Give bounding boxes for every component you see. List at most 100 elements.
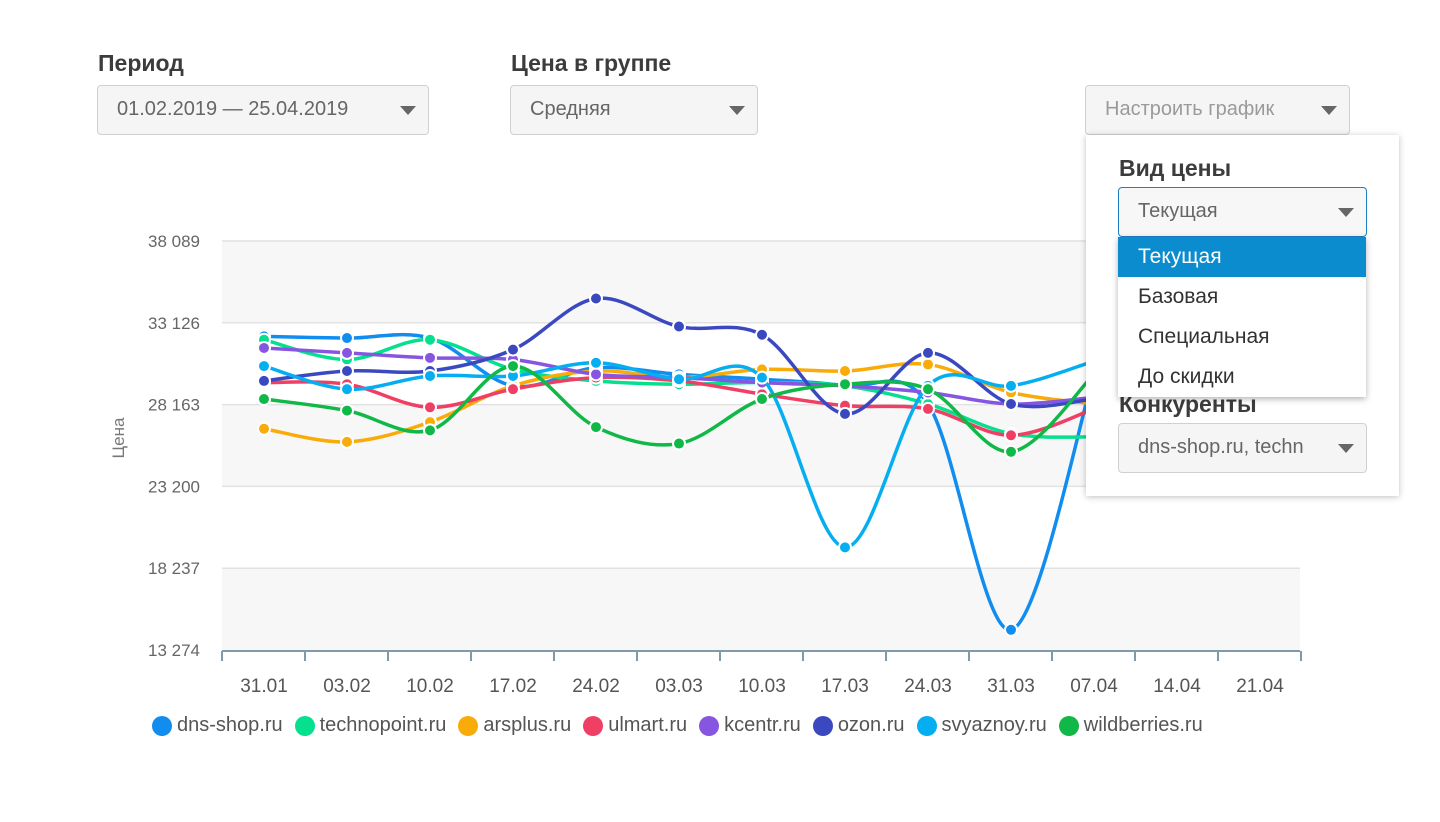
- price-type-option-special[interactable]: Специальная: [1138, 325, 1270, 348]
- legend-label: technopoint.ru: [319, 714, 447, 736]
- data-point[interactable]: [340, 403, 354, 418]
- data-point[interactable]: [755, 392, 769, 407]
- data-point[interactable]: [257, 421, 271, 436]
- price-type-select[interactable]: Текущая: [1118, 187, 1367, 237]
- data-point[interactable]: [340, 345, 354, 360]
- x-tick-label: 07.04: [1070, 676, 1118, 697]
- legend-label: svyaznoy.ru: [941, 714, 1047, 736]
- chevron-down-icon: [400, 106, 416, 115]
- x-tick-label: 03.02: [323, 676, 371, 697]
- series-svyaznoy-ru: [257, 354, 1101, 555]
- configure-chart-label: Настроить график: [1105, 98, 1275, 120]
- legend-dot-icon: [583, 715, 604, 736]
- legend-dot-icon: [1058, 715, 1079, 736]
- y-axis-label: Цена: [109, 417, 128, 458]
- price-type-option-before-discount[interactable]: До скидки: [1138, 365, 1235, 388]
- data-point[interactable]: [257, 359, 271, 374]
- legend-label: wildberries.ru: [1083, 714, 1203, 736]
- data-point[interactable]: [423, 332, 437, 347]
- x-axis: 31.01 03.02 10.02 17.02 24.02 03.03 10.03 17.03…: [221, 650, 1302, 697]
- period-label: Период: [98, 50, 184, 76]
- plot-band-bottom: [222, 568, 1300, 650]
- y-tick-label: 33 126: [148, 314, 200, 333]
- series-lines: [257, 291, 1101, 637]
- legend-item[interactable]: svyaznoy.ru: [916, 714, 1047, 737]
- data-point[interactable]: [755, 327, 769, 342]
- x-tick-label: 31.01: [240, 676, 288, 697]
- data-point[interactable]: [423, 423, 437, 438]
- chevron-down-icon: [1338, 208, 1354, 217]
- legend-item[interactable]: kcentr.ru: [699, 714, 801, 737]
- data-point[interactable]: [672, 372, 686, 387]
- data-point[interactable]: [340, 364, 354, 379]
- group-price-select[interactable]: Средняя: [510, 85, 758, 135]
- data-point[interactable]: [1004, 396, 1018, 411]
- legend-dot-icon: [152, 715, 172, 736]
- data-point[interactable]: [1004, 622, 1018, 637]
- data-point[interactable]: [921, 345, 935, 360]
- price-type-value: Текущая: [1138, 200, 1218, 222]
- data-point[interactable]: [506, 359, 520, 374]
- data-point[interactable]: [506, 382, 520, 397]
- legend-item[interactable]: wildberries.ru: [1058, 714, 1203, 737]
- legend-dot-icon: [699, 715, 720, 736]
- data-point[interactable]: [340, 434, 354, 449]
- period-value: 01.02.2019 — 25.04.2019: [117, 98, 349, 120]
- data-point[interactable]: [672, 436, 686, 451]
- price-type-dropdown: Текущая Базовая Специальная До скидки: [1118, 237, 1366, 397]
- competitors-select[interactable]: dns-shop.ru, techn: [1118, 423, 1367, 473]
- legend-label: dns-shop.ru: [177, 714, 283, 736]
- data-point[interactable]: [1004, 428, 1018, 443]
- y-tick-label: 28 163: [148, 396, 200, 415]
- data-point[interactable]: [257, 392, 271, 407]
- data-point[interactable]: [340, 382, 354, 397]
- price-type-option-base[interactable]: Базовая: [1138, 285, 1219, 308]
- legend-item[interactable]: dns-shop.ru: [152, 714, 283, 737]
- data-point[interactable]: [838, 377, 852, 392]
- x-tick-label: 14.04: [1153, 676, 1201, 697]
- data-point[interactable]: [921, 382, 935, 397]
- data-point[interactable]: [672, 319, 686, 334]
- data-point[interactable]: [423, 350, 437, 365]
- data-point[interactable]: [506, 342, 520, 357]
- data-point[interactable]: [589, 367, 603, 382]
- data-point[interactable]: [921, 357, 935, 372]
- series-ozon-ru: [257, 291, 1101, 421]
- legend-item[interactable]: arsplus.ru: [458, 714, 571, 737]
- data-point[interactable]: [1004, 378, 1018, 393]
- data-point[interactable]: [589, 291, 603, 306]
- data-point[interactable]: [921, 401, 935, 416]
- data-point[interactable]: [589, 355, 603, 370]
- series-wildberries-ru: [257, 359, 1101, 459]
- x-tick-label: 03.03: [655, 676, 703, 697]
- x-tick-label: 21.04: [1236, 676, 1284, 697]
- legend-item[interactable]: technopoint.ru: [294, 714, 447, 737]
- group-price-value: Средняя: [530, 98, 611, 120]
- data-point[interactable]: [1004, 444, 1018, 459]
- data-point[interactable]: [423, 400, 437, 415]
- legend-label: kcentr.ru: [724, 714, 801, 736]
- price-type-option-current[interactable]: Текущая: [1118, 237, 1366, 277]
- legend-label: ozon.ru: [837, 714, 905, 736]
- legend-label: arsplus.ru: [483, 714, 572, 736]
- x-tick-label: 24.02: [572, 676, 620, 697]
- y-tick-label: 13 274: [148, 641, 200, 660]
- data-point[interactable]: [257, 373, 271, 388]
- x-tick-label: 17.03: [821, 676, 869, 697]
- chevron-down-icon: [729, 106, 745, 115]
- data-point[interactable]: [589, 420, 603, 435]
- legend-dot-icon: [458, 715, 479, 736]
- data-point[interactable]: [838, 364, 852, 379]
- competitors-value: dns-shop.ru, techn: [1138, 436, 1304, 458]
- period-select[interactable]: 01.02.2019 — 25.04.2019: [97, 85, 429, 135]
- data-point[interactable]: [423, 368, 437, 383]
- legend-item[interactable]: ozon.ru: [812, 714, 905, 737]
- data-point[interactable]: [257, 340, 271, 355]
- data-point[interactable]: [838, 540, 852, 555]
- legend-item[interactable]: ulmart.ru: [583, 714, 687, 737]
- data-point[interactable]: [340, 331, 354, 346]
- legend-dot-icon: [812, 715, 833, 736]
- data-point[interactable]: [838, 406, 852, 421]
- data-point[interactable]: [755, 370, 769, 385]
- configure-chart-button[interactable]: Настроить график: [1085, 85, 1350, 135]
